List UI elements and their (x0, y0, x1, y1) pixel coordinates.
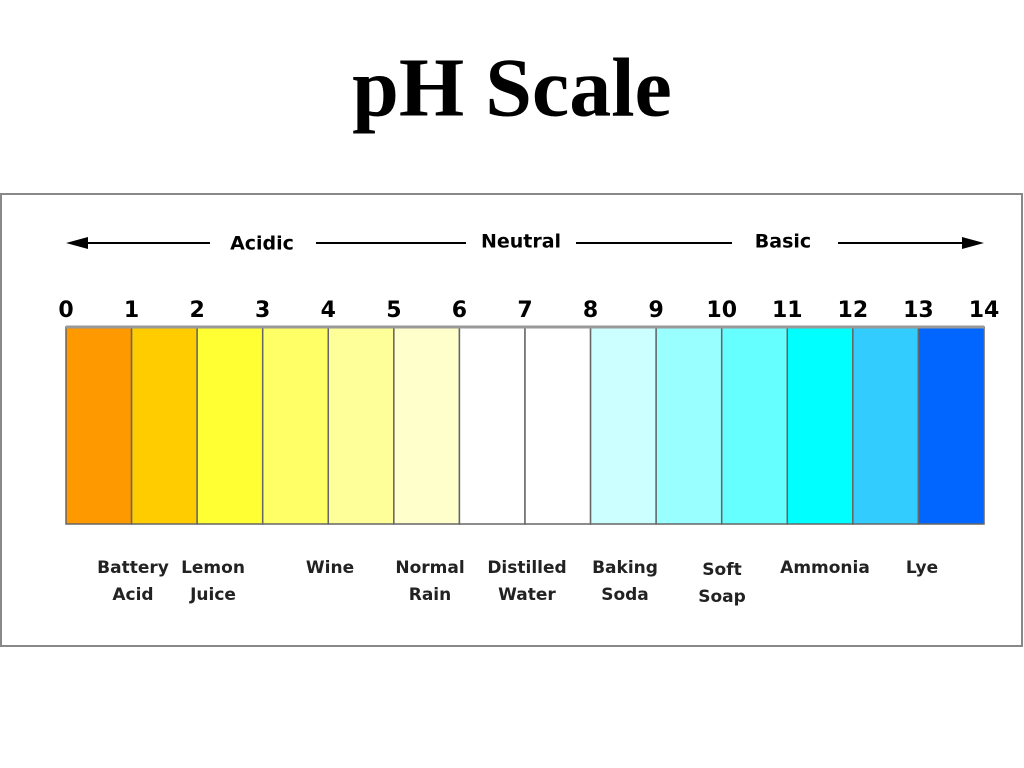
substance-label: Ammonia (780, 558, 870, 578)
ph-number: 11 (772, 298, 803, 323)
substance-label: Soft (702, 560, 741, 580)
acidic-label: Acidic (230, 233, 294, 255)
ph-number: 9 (648, 298, 663, 323)
ph-number: 8 (583, 298, 598, 323)
substance-label: Soap (698, 587, 746, 607)
ph-number: 0 (58, 298, 73, 323)
substance-label: Wine (306, 558, 354, 578)
substance-label: Battery (97, 558, 169, 578)
arrow-left (66, 237, 88, 249)
substance-label: Lye (906, 558, 938, 578)
substance-label: Distilled (487, 558, 566, 578)
ph-segment (458, 326, 526, 525)
ph-number: 3 (255, 298, 270, 323)
ph-segment (261, 326, 330, 525)
ph-segment (327, 326, 395, 525)
ph-number: 1 (124, 298, 139, 323)
substance-label: Juice (189, 585, 236, 605)
substance-label: Acid (112, 585, 153, 605)
ph-segment (786, 326, 854, 525)
ph-number: 5 (386, 298, 401, 323)
ph-number: 6 (452, 298, 467, 323)
ph-segment (65, 326, 133, 525)
substance-label: Water (498, 585, 556, 605)
ph-number: 14 (969, 298, 1000, 323)
ph-segment (852, 326, 920, 525)
ph-segment (720, 326, 789, 525)
ph-number: 13 (903, 298, 934, 323)
substance-label: Baking (592, 558, 658, 578)
ph-number: 7 (517, 298, 532, 323)
neutral-label: Neutral (481, 231, 561, 253)
substance-label: Normal (395, 558, 464, 578)
arrow-right (962, 237, 984, 249)
basic-label: Basic (755, 231, 811, 253)
substance-label: Soda (601, 585, 649, 605)
ph-segment (196, 326, 264, 525)
ph-segment (655, 326, 723, 525)
title: pH Scale (352, 41, 672, 134)
ph-segment (524, 326, 592, 525)
ph-number: 2 (189, 298, 204, 323)
ph-segment (393, 326, 461, 525)
substance-label: Lemon (181, 558, 245, 578)
ph-segment (917, 326, 985, 525)
ph-number: 4 (321, 298, 336, 323)
ph-segment (589, 326, 657, 525)
ph-segment (130, 326, 198, 525)
ph-number: 10 (706, 298, 737, 323)
ph-number: 12 (838, 298, 869, 323)
substance-label: Rain (409, 585, 452, 605)
